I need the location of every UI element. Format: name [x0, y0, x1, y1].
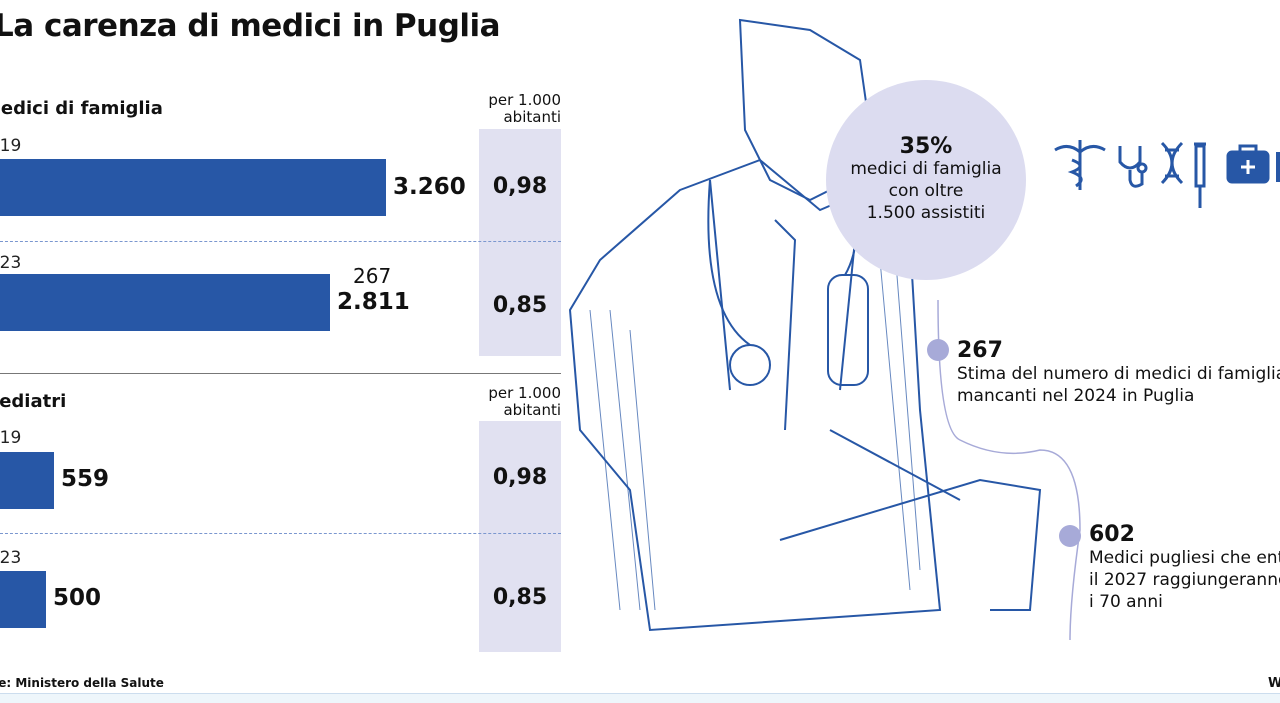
section-divider: [0, 373, 561, 374]
circle-text-line: medici di famiglia: [850, 159, 1002, 179]
callout-text-line: i 70 anni: [1089, 592, 1163, 612]
circle-text-line: con oltre: [888, 181, 964, 201]
bar-pediatri-2019: [0, 452, 54, 509]
bar-medici-2023: [0, 274, 331, 331]
highlight-circle: [826, 80, 1026, 280]
partial-icon: [1276, 152, 1280, 182]
value-label: 3.260: [393, 174, 466, 200]
annotation-267: 267: [353, 264, 392, 288]
callout-602: 602 Medici pugliesi che entro il 2027 ra…: [1089, 522, 1280, 613]
syringe-icon: [1194, 142, 1206, 208]
per1000-value: 0,98: [492, 174, 548, 199]
connector-line: [927, 300, 1081, 641]
year-label: 2023: [0, 548, 22, 568]
logo-fragment: W: [1268, 676, 1280, 691]
divider: [0, 241, 561, 242]
value-label: 559: [61, 466, 110, 492]
value-label: 2.811: [337, 289, 410, 315]
per1000-value: 0,98: [492, 465, 548, 490]
section-title-pediatri: Pediatri: [0, 391, 67, 412]
callout-dot: [1059, 525, 1081, 547]
callout-text-line: Stima del numero di medici di famiglia: [957, 364, 1280, 384]
circle-callout: 35% medici di famiglia con oltre 1.500 a…: [826, 136, 1026, 224]
callout-text-line: Medici pugliesi che entro: [1089, 548, 1280, 568]
caduceus-icon: [1054, 140, 1106, 190]
callout-value: 267: [957, 338, 1003, 363]
callout-dot: [927, 339, 949, 361]
callout-text-line: il 2027 raggiungeranno: [1089, 570, 1280, 590]
value-label: 500: [53, 585, 102, 611]
page-title: La carenza di medici in Puglia: [0, 8, 501, 44]
dna-icon: [1160, 141, 1184, 185]
unit-label: per 1.000 abitanti: [488, 384, 561, 419]
per1000-panel: [479, 129, 561, 356]
bar-pediatri-2023: [0, 571, 47, 628]
source-note: Fonte: Ministero della Salute: [0, 676, 164, 690]
doctor-sketch-illustration: [568, 18, 1042, 632]
year-label: 2019: [0, 428, 22, 448]
callout-text-line: mancanti nel 2024 in Puglia: [957, 386, 1195, 406]
medical-kit-icon: [1226, 144, 1270, 184]
year-label: 2019: [0, 136, 22, 156]
callout-value: 602: [1089, 522, 1135, 547]
per1000-value: 0,85: [492, 585, 548, 610]
circle-text-line: 1.500 assistiti: [866, 203, 986, 223]
per1000-value: 0,85: [492, 293, 548, 318]
medical-icons: [1054, 140, 1280, 208]
divider: [0, 533, 561, 534]
unit-label: per 1.000 abitanti: [488, 91, 561, 126]
per1000-panel: [479, 421, 561, 652]
section-title-medici: Medici di famiglia: [0, 98, 163, 119]
bar-medici-2019: [0, 159, 386, 216]
stethoscope-icon: [1118, 146, 1148, 188]
year-label: 2023: [0, 253, 22, 273]
callout-267: 267 Stima del numero di medici di famigl…: [957, 338, 1280, 407]
footer-strip: [0, 693, 1280, 703]
circle-value: 35%: [899, 134, 953, 159]
